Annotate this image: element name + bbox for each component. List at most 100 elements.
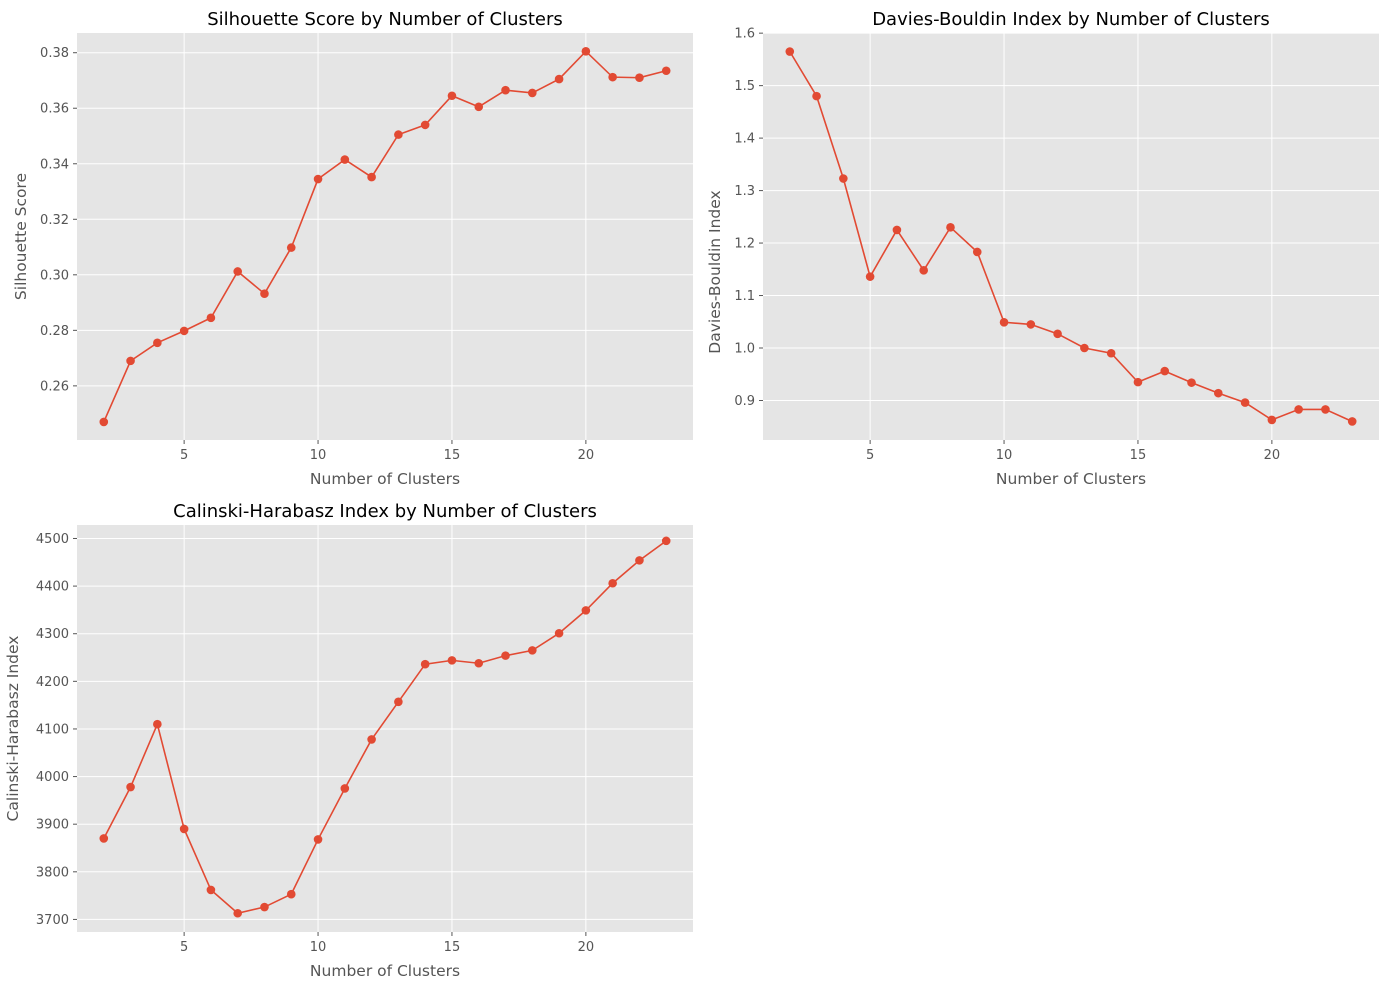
- data-point: [260, 289, 269, 298]
- y-tick-label: 0.9: [734, 394, 755, 409]
- data-point: [313, 174, 323, 184]
- data-point: [528, 88, 537, 98]
- ticks: 5 10 15 20 3700 3800 3900 4000 4100 4200 4300 4400 4…: [36, 532, 594, 955]
- data-point: [1267, 415, 1277, 425]
- x-axis-label: Number of Clusters: [310, 962, 460, 980]
- y-tick-label: 1.5: [734, 79, 755, 94]
- y-axis-label: Silhouette Score: [12, 173, 30, 300]
- data-point: [554, 74, 564, 84]
- data-point: [99, 834, 109, 843]
- data-point: [554, 628, 564, 638]
- y-tick-label: 1.6: [734, 27, 755, 42]
- data-point: [233, 267, 242, 276]
- y-tick-label: 0.32: [40, 213, 69, 228]
- y-tick-label: 4200: [36, 675, 69, 690]
- x-tick-label: 10: [310, 940, 327, 955]
- data-point: [153, 338, 162, 348]
- data-point: [1294, 405, 1303, 414]
- data-point: [635, 73, 644, 82]
- chart-title: Silhouette Score by Number of Clusters: [207, 9, 563, 30]
- data-point: [528, 646, 537, 655]
- data-point: [206, 885, 216, 895]
- y-tick-label: 1.0: [734, 342, 755, 357]
- subplot-davies-bouldin: 5 10 15 20 0.9 1.0 1.1 1.2 1.3 1.4 1.5 1.6 Davies-B…: [706, 9, 1379, 488]
- data-point: [1187, 378, 1196, 387]
- data-point: [892, 225, 902, 235]
- data-point: [233, 908, 242, 918]
- ticks: 5 10 15 20 0.26 0.28 0.30 0.32 0.34 0.36 0.38: [40, 46, 594, 463]
- data-point: [126, 356, 135, 366]
- data-point: [447, 91, 457, 101]
- data-point: [1026, 320, 1036, 329]
- x-tick-label: 10: [996, 448, 1013, 463]
- data-point: [153, 719, 162, 729]
- x-tick-label: 20: [578, 448, 595, 463]
- y-tick-label: 1.1: [734, 289, 755, 304]
- data-point: [608, 72, 617, 82]
- y-tick-label: 0.30: [40, 268, 69, 283]
- data-point: [126, 782, 135, 792]
- grid: [77, 33, 693, 440]
- x-tick-label: 20: [578, 940, 595, 955]
- data-point: [1214, 388, 1223, 398]
- x-tick-label: 5: [866, 448, 874, 463]
- x-tick-label: 10: [310, 448, 327, 463]
- data-point: [1133, 377, 1143, 387]
- data-point: [501, 85, 510, 95]
- data-point: [286, 243, 296, 252]
- x-tick-label: 5: [180, 448, 188, 463]
- data-point: [812, 91, 821, 101]
- chart-title: Calinski-Harabasz Index by Number of Clu…: [173, 501, 597, 522]
- data-point: [367, 172, 376, 182]
- x-tick-label: 5: [180, 940, 188, 955]
- data-point: [839, 174, 848, 183]
- y-tick-label: 4300: [36, 627, 69, 642]
- chart-title: Davies-Bouldin Index by Number of Cluste…: [872, 9, 1270, 30]
- grid: [763, 32, 1379, 440]
- plot-area: [763, 33, 1379, 440]
- data-point: [367, 735, 376, 744]
- data-point: [286, 889, 296, 899]
- x-tick-label: 15: [444, 940, 461, 955]
- data-point: [1053, 329, 1062, 339]
- y-tick-label: 4500: [36, 532, 69, 547]
- marks: [785, 47, 1357, 426]
- y-tick-label: 0.36: [40, 102, 69, 117]
- data-point: [474, 102, 484, 112]
- marks: [99, 536, 671, 918]
- y-tick-label: 0.26: [40, 379, 69, 394]
- data-point: [785, 47, 795, 56]
- data-point: [972, 247, 982, 257]
- data-point: [581, 606, 591, 615]
- ticks: 5 10 15 20 0.9 1.0 1.1 1.2 1.3 1.4 1.5 1.6: [734, 27, 1280, 463]
- series-line: [103, 540, 667, 915]
- y-tick-label: 0.28: [40, 324, 69, 339]
- subplot-silhouette: 5 10 15 20 0.26 0.28 0.30 0.32 0.34 0.36 0.38 Silh…: [12, 9, 693, 488]
- data-point: [394, 130, 403, 139]
- data-point: [635, 556, 644, 565]
- y-axis-label: Davies-Bouldin Index: [706, 190, 724, 353]
- grid: [77, 525, 693, 932]
- y-tick-label: 4100: [36, 722, 69, 737]
- data-point: [420, 659, 430, 669]
- y-axis-label: Calinski-Harabasz Index: [4, 636, 22, 822]
- data-point: [661, 66, 671, 76]
- data-point: [1106, 348, 1116, 358]
- plot-area: [77, 33, 693, 440]
- subplot-calinski-harabasz: 5 10 15 20 3700 3800 3900 4000 4100 4200 4300 4400 4…: [4, 501, 693, 980]
- data-point: [340, 784, 350, 793]
- x-tick-label: 20: [1264, 448, 1281, 463]
- data-point: [581, 47, 591, 56]
- data-point: [1160, 366, 1170, 376]
- x-tick-label: 15: [1130, 448, 1147, 463]
- data-point: [420, 120, 430, 130]
- data-point: [394, 697, 403, 707]
- data-point: [340, 155, 350, 164]
- x-tick-label: 15: [444, 448, 461, 463]
- series-line: [789, 51, 1353, 423]
- x-axis-label: Number of Clusters: [996, 470, 1146, 488]
- data-point: [501, 651, 510, 660]
- y-tick-label: 1.2: [734, 237, 755, 252]
- data-point: [313, 835, 323, 844]
